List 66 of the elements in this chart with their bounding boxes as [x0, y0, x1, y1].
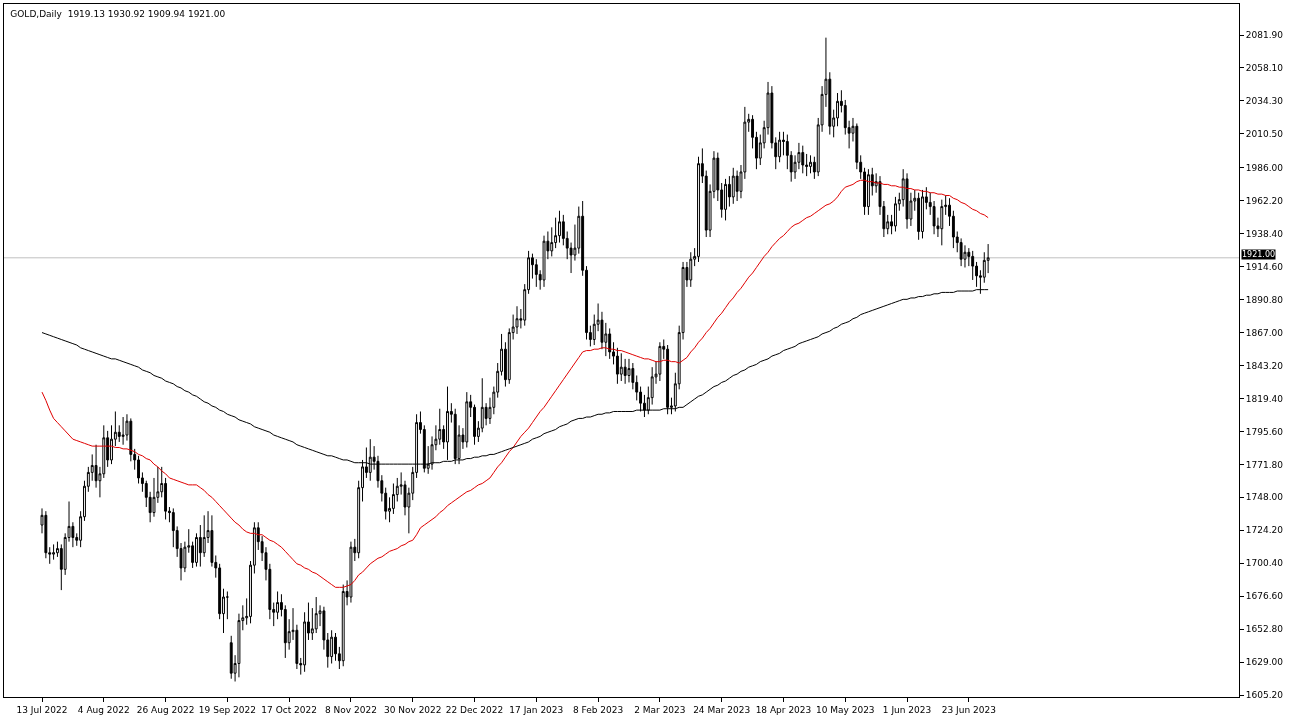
y-tick-label: 1676.60 [1245, 591, 1284, 602]
y-tick-label: 1867.00 [1245, 327, 1284, 338]
candlestick [905, 172, 909, 230]
y-tick-label: 1724.20 [1245, 525, 1284, 536]
x-tick-label: 19 Sep 2022 [198, 704, 256, 715]
candlestick [515, 305, 519, 335]
candlestick [921, 189, 924, 239]
text: GOLD,Daily 1919.13 1930.92 1909.94 1921.00 [10, 9, 226, 20]
y-tick-label: 2010.50 [1245, 129, 1284, 140]
candlestick [940, 199, 944, 246]
x-tick-label: 4 Aug 2022 [77, 704, 130, 715]
candlestick [534, 258, 538, 288]
candlestick [608, 327, 612, 360]
x-tick-label: 8 Nov 2022 [324, 704, 377, 715]
y-tick-label: 1962.20 [1245, 195, 1284, 206]
candlestick [731, 167, 735, 205]
y-tick-label: 1819.40 [1245, 393, 1284, 404]
x-tick-label: 17 Oct 2022 [261, 704, 317, 715]
y-tick-label: 2081.90 [1245, 30, 1284, 41]
y-tick-label: 1771.80 [1245, 459, 1284, 470]
candlestick [558, 210, 561, 244]
y-tick-label: 1914.60 [1245, 261, 1284, 272]
candlestick [866, 168, 870, 216]
x-tick-label: 1 Jun 2023 [882, 704, 932, 715]
y-tick-label: 1700.40 [1245, 558, 1284, 569]
y-tick-label: 1843.20 [1245, 360, 1284, 371]
candlestick [438, 408, 442, 446]
candlestick [917, 192, 921, 241]
candlestick [330, 629, 334, 664]
candlestick [349, 541, 353, 604]
y-tick-label: 1605.20 [1245, 690, 1284, 701]
candlestick [446, 386, 449, 461]
y-tick-label: 1629.00 [1245, 657, 1284, 668]
x-tick-label: 17 Jan 2023 [509, 704, 564, 715]
candlestick [801, 145, 805, 174]
line-series [41, 179, 989, 588]
x-tick-label: 22 Dec 2022 [445, 704, 504, 715]
x-tick-label: 30 Nov 2022 [383, 704, 442, 715]
candlestick [121, 416, 125, 446]
y-tick-label: 1652.80 [1245, 624, 1284, 635]
candlestick [52, 543, 56, 561]
y-tick-label: 1890.80 [1245, 294, 1284, 305]
candlestick [894, 196, 897, 232]
y-tick-label: 1748.00 [1245, 492, 1284, 503]
y-tick-label: 2058.10 [1245, 63, 1284, 74]
candlestick [542, 235, 546, 288]
candlestick [229, 635, 233, 680]
y-tick-label: 2034.30 [1245, 96, 1284, 107]
x-tick-label: 23 Jun 2023 [941, 704, 996, 715]
x-tick-label: 26 Aug 2022 [136, 704, 195, 715]
candlestick [341, 584, 345, 667]
candlestick [465, 391, 469, 448]
candlestick [619, 352, 623, 382]
y-tick-label: 1986.00 [1245, 162, 1284, 173]
ref-line-label: 1921.00 [1242, 250, 1276, 259]
x-tick-label: 8 Feb 2023 [572, 704, 624, 715]
x-tick-label: 18 Apr 2023 [755, 704, 812, 715]
x-tick-label: 10 May 2023 [815, 704, 875, 715]
candlestick [658, 341, 662, 382]
candlestick [689, 251, 693, 288]
x-tick-label: 24 Mar 2023 [693, 704, 751, 715]
x-tick-label: 13 Jul 2022 [16, 704, 68, 715]
y-tick-label: 1795.60 [1245, 426, 1284, 437]
x-tick-label: 2 Mar 2023 [634, 704, 686, 715]
candlestick [724, 178, 727, 221]
y-tick-label: 1938.40 [1245, 228, 1284, 239]
